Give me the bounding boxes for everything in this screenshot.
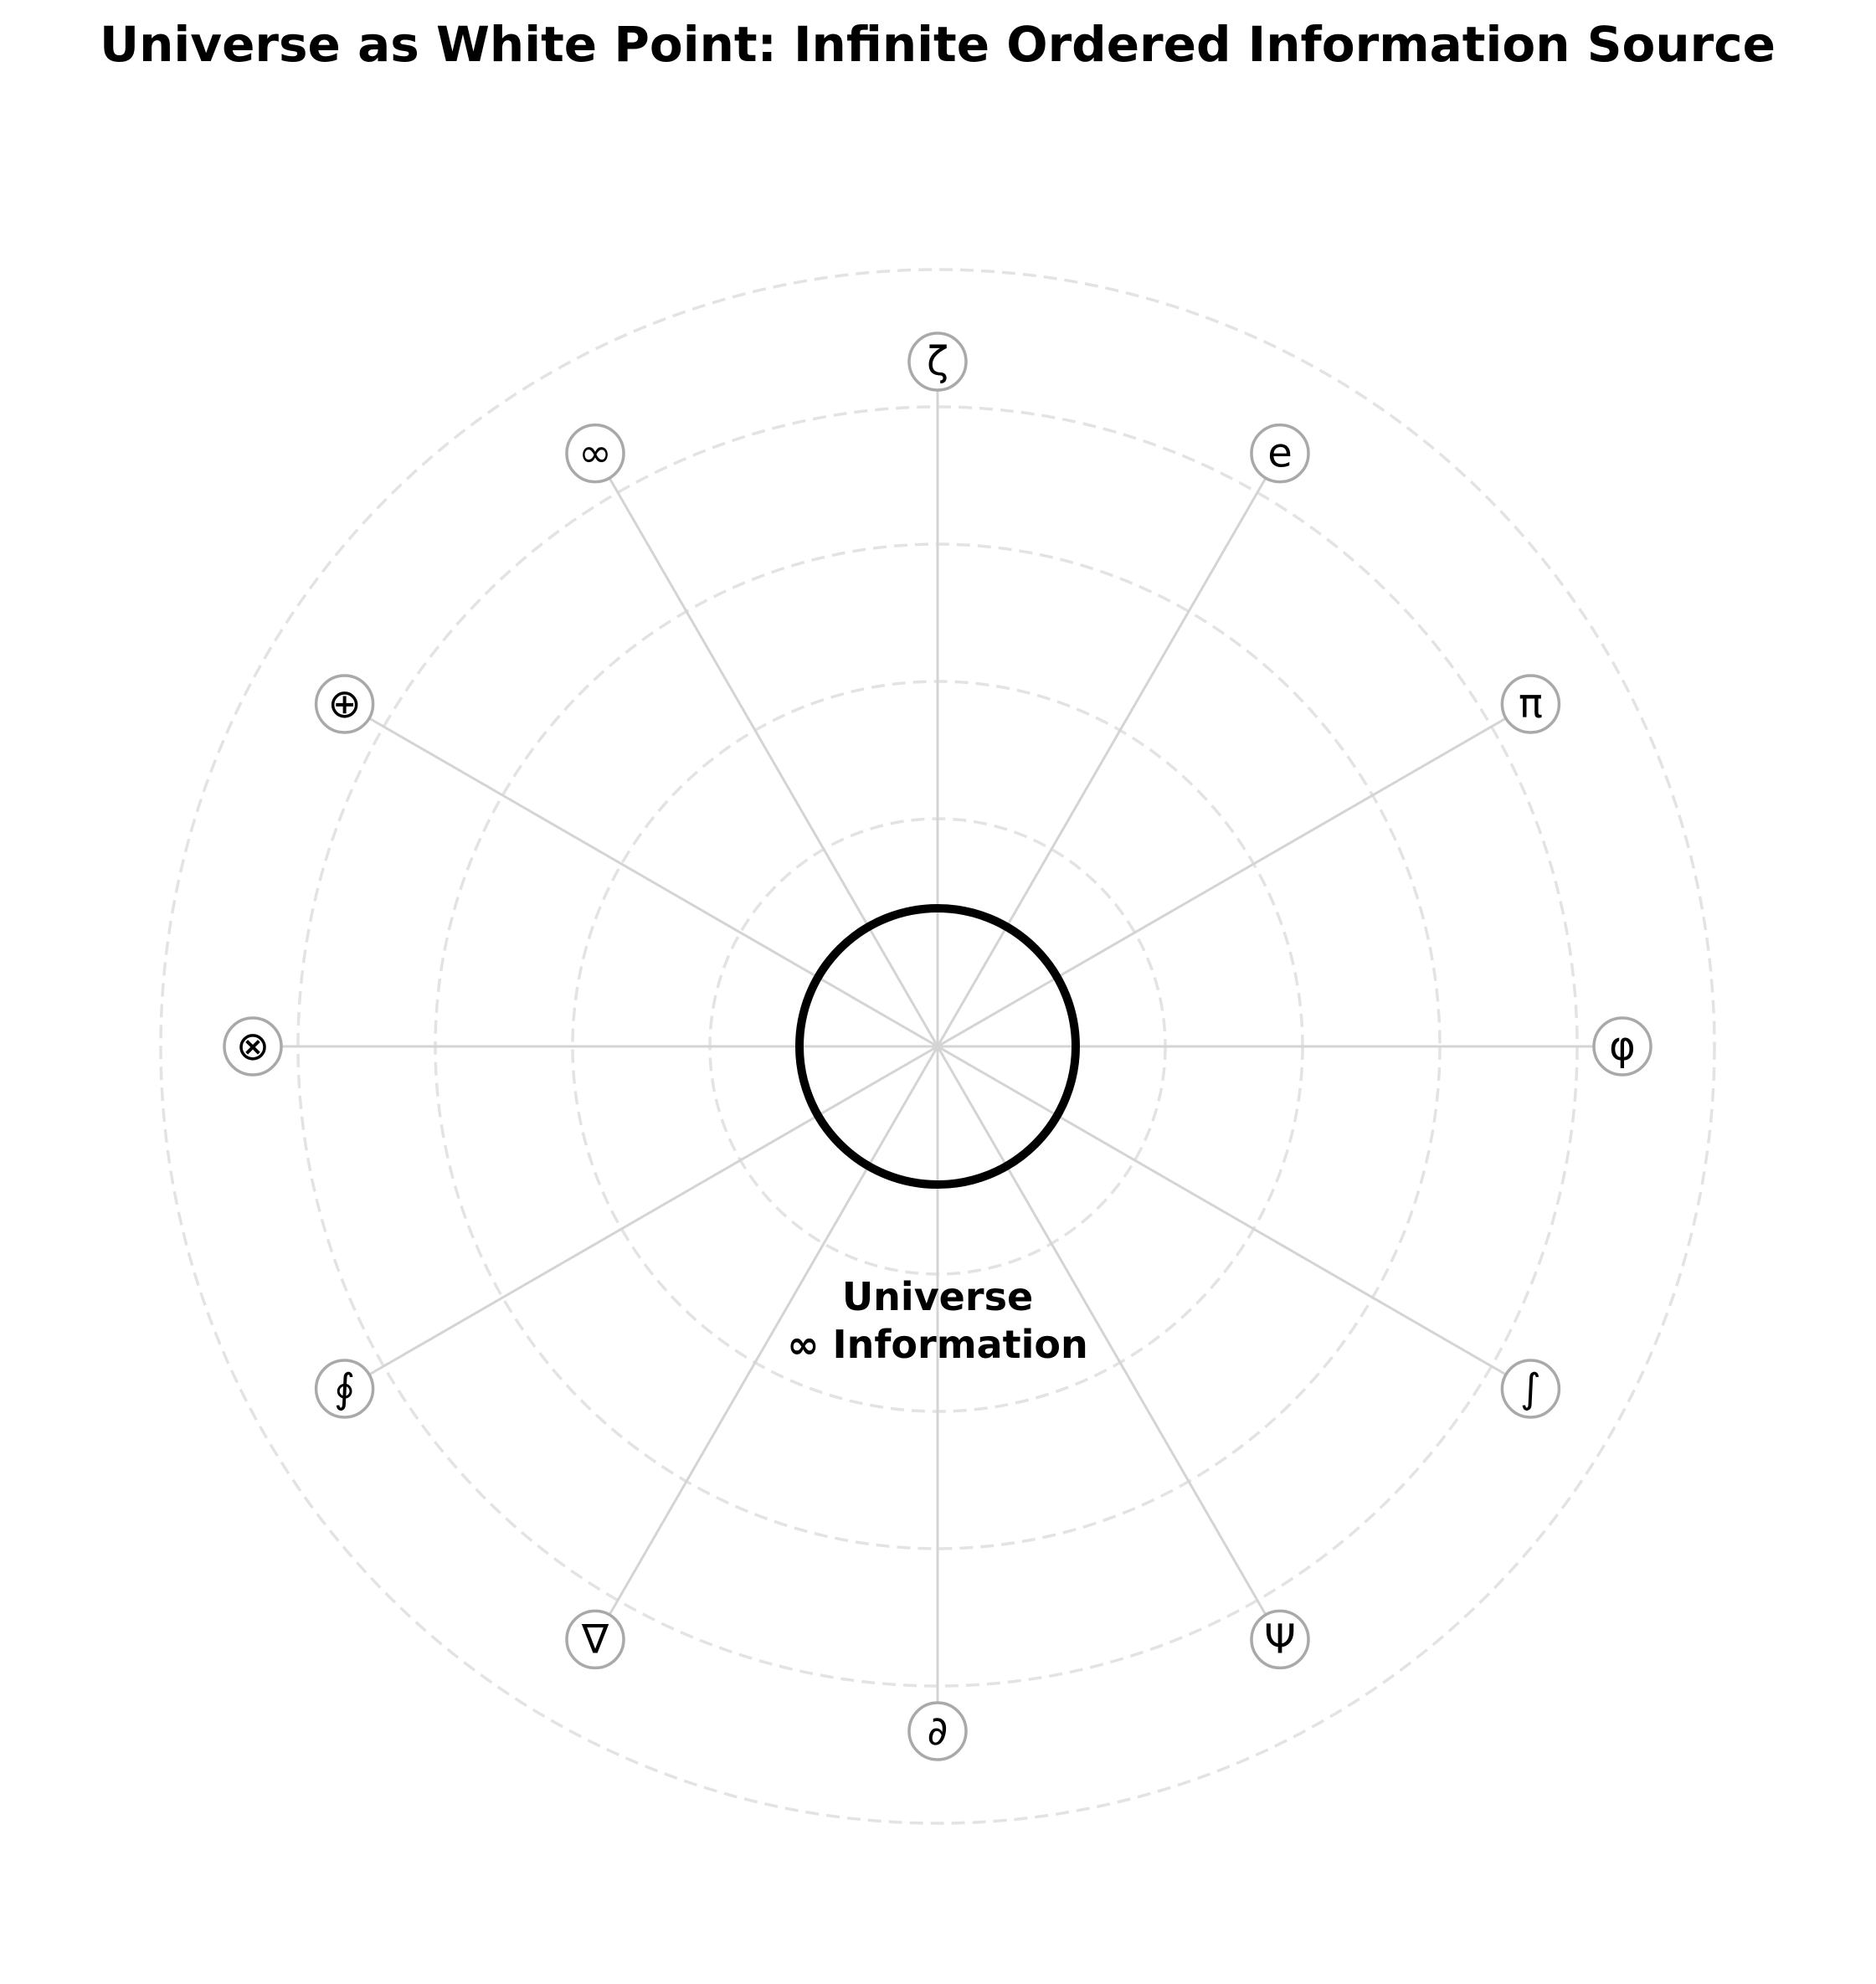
symbol-node-6: ⊕ bbox=[314, 674, 375, 734]
symbol-label: ζ bbox=[927, 338, 948, 385]
symbol-label: ∫ bbox=[1520, 1365, 1541, 1412]
symbol-label: ∞ bbox=[578, 430, 612, 477]
spoke-8 bbox=[368, 1045, 938, 1376]
symbol-node-2: π bbox=[1500, 674, 1561, 734]
symbol-node-circle bbox=[1592, 1016, 1652, 1077]
spoke-6 bbox=[368, 717, 938, 1048]
symbol-node-circle bbox=[1250, 1609, 1310, 1670]
symbol-node-circle bbox=[565, 1609, 625, 1670]
spoke-11 bbox=[936, 1046, 1267, 1616]
symbol-node-circle bbox=[1500, 1359, 1561, 1419]
center-label-information: ∞ Information bbox=[787, 1322, 1088, 1367]
symbol-node-circle bbox=[565, 423, 625, 484]
symbol-label: ⊕ bbox=[327, 681, 361, 727]
symbol-node-9: ∇ bbox=[565, 1609, 625, 1670]
symbol-label: Ψ bbox=[1264, 1616, 1296, 1663]
symbol-node-circle bbox=[223, 1016, 283, 1077]
symbol-node-circle bbox=[907, 1701, 968, 1761]
symbol-nodes: φ π e ζ ∞ ⊕ ⊗ ∮ ∇ ∂ Ψ ∫ bbox=[223, 332, 1652, 1761]
symbol-node-10: ∂ bbox=[907, 1701, 968, 1761]
spoke-9 bbox=[608, 1046, 939, 1616]
diagram-title: Universe as White Point: Infinite Ordere… bbox=[100, 16, 1776, 73]
center-label-universe: Universe bbox=[842, 1274, 1033, 1319]
symbol-label: φ bbox=[1609, 1023, 1636, 1070]
symbol-node-circle bbox=[314, 1359, 375, 1419]
spoke-5 bbox=[608, 477, 939, 1047]
symbol-node-12: ∫ bbox=[1500, 1359, 1561, 1419]
symbol-node-1: φ bbox=[1592, 1016, 1652, 1077]
symbol-label: π bbox=[1519, 681, 1543, 727]
symbol-node-circle bbox=[1500, 674, 1561, 734]
symbol-label: e bbox=[1267, 430, 1293, 477]
symbol-node-5: ∞ bbox=[565, 423, 625, 484]
symbol-label: ∮ bbox=[334, 1365, 355, 1412]
spoke-2 bbox=[937, 717, 1507, 1048]
symbol-node-7: ⊗ bbox=[223, 1016, 283, 1077]
radial-spokes bbox=[281, 390, 1594, 1703]
universe-core-circle bbox=[795, 904, 1080, 1189]
symbol-node-4: ζ bbox=[907, 332, 968, 392]
dashed-ring-5 bbox=[159, 268, 1716, 1825]
symbol-node-circle bbox=[1250, 423, 1310, 484]
symbol-node-8: ∮ bbox=[314, 1359, 375, 1419]
symbol-label: ∇ bbox=[581, 1616, 609, 1663]
symbol-label: ∂ bbox=[928, 1708, 948, 1755]
symbol-label: ⊗ bbox=[236, 1023, 270, 1070]
symbol-node-circle bbox=[314, 674, 375, 734]
symbol-node-circle bbox=[907, 332, 968, 392]
spoke-12 bbox=[937, 1045, 1507, 1376]
symbol-node-11: Ψ bbox=[1250, 1609, 1310, 1670]
symbol-node-3: e bbox=[1250, 423, 1310, 484]
spoke-3 bbox=[936, 477, 1267, 1047]
